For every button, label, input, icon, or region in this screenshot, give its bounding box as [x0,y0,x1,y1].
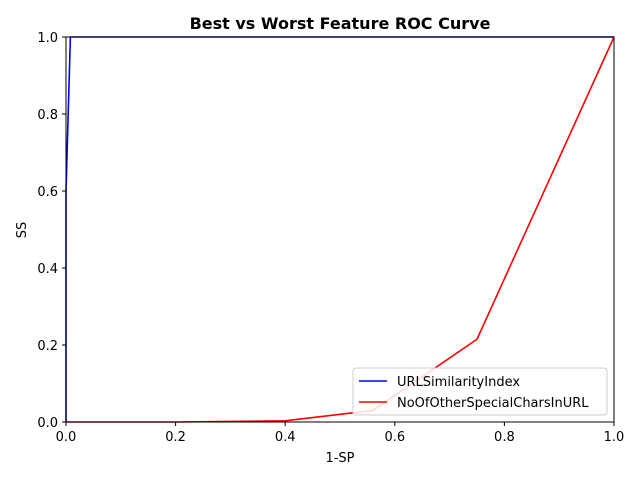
x-tick-label: 0.6 [384,430,405,445]
legend-label-1: NoOfOtherSpecialCharsInURL [397,396,589,411]
y-tick-label: 0.0 [37,416,58,431]
chart-title: Best vs Worst Feature ROC Curve [190,14,491,33]
plot-frame [65,36,615,423]
x-tick-label: 0.2 [165,430,186,445]
legend-label-0: URLSimilarityIndex [397,375,520,390]
y-tick-label: 0.2 [37,339,58,354]
y-tick-label: 0.4 [37,262,58,277]
y-axis-label: SS [15,222,30,239]
ticks-layer: 0.0 0.2 0.4 0.6 0.8 1.0 0.0 0.2 0.4 0.6 0.8 1.0 [37,31,624,445]
x-axis-label: 1-SP [325,451,354,466]
y-tick-label: 1.0 [37,31,58,46]
x-tick-label: 0.8 [494,430,515,445]
y-tick-label: 0.8 [37,108,58,123]
x-tick-label: 0.4 [275,430,296,445]
legend-box [352,367,608,416]
x-tick-label: 1.0 [604,430,625,445]
y-tick-label: 0.6 [37,185,58,200]
legend: URLSimilarityIndex NoOfOtherSpecialCharsI… [352,367,608,416]
x-tick-label: 0.0 [56,430,77,445]
